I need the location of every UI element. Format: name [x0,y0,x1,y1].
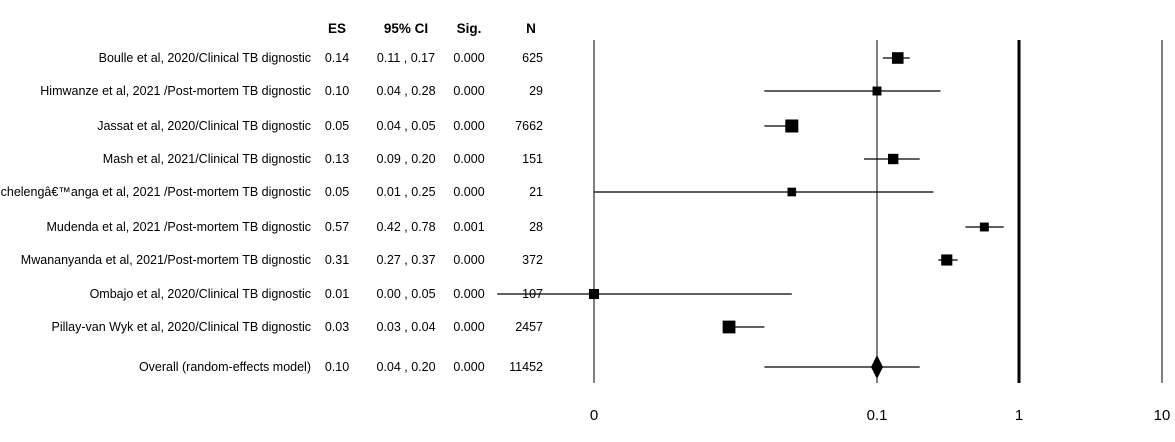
effect-size-square [787,187,797,197]
effect-size-square [785,119,799,133]
ci-value: 0.11 , 0.17 [377,51,435,65]
effect-size-value: 0.10 [325,84,349,98]
ci-value: 0.01 , 0.25 [376,185,435,199]
overall-label: Overall (random-effects model) [139,360,311,374]
study-label: Boulle et al, 2020/Clinical TB dignostic [99,51,311,65]
sig-value: 0.000 [453,360,484,374]
study-label: Pillay-van Wyk et al, 2020/Clinical TB d… [52,320,312,334]
column-headers: ES 95% CI Sig. N [328,21,536,36]
effect-size-value: 0.31 [325,253,349,267]
effect-size-value: 0.14 [325,51,349,65]
ci-value: 0.04 , 0.05 [376,119,435,133]
effect-size-value: 0.05 [325,119,349,133]
study-label: Himwanze et al, 2021 /Post-mortem TB dig… [40,84,311,98]
sig-value: 0.000 [453,51,484,65]
ci-value: 0.09 , 0.20 [376,152,435,166]
effect-size-square [941,254,953,266]
overall-diamond [871,355,883,379]
sig-value: 0.000 [453,287,484,301]
x-tick-label: 0 [590,407,598,424]
n-value: 28 [529,220,543,234]
x-tick-label: 0.1 [867,407,888,424]
ci-value: 0.42 , 0.78 [376,220,435,234]
sig-value: 0.000 [453,119,484,133]
effect-size-value: 0.10 [325,360,349,374]
effect-size-value: 0.03 [325,320,349,334]
ci-value: 0.00 , 0.05 [376,287,435,301]
n-value: 7662 [515,119,543,133]
x-tick-label: 10 [1154,407,1171,424]
sig-value: 0.001 [453,220,484,234]
sig-value: 0.000 [453,320,484,334]
sig-value: 0.000 [453,253,484,267]
n-value: 151 [522,152,543,166]
effect-size-square [979,222,989,232]
x-axis: 0 0.1 1 10 [590,407,1171,424]
sig-value: 0.000 [453,152,484,166]
n-value: 2457 [515,320,543,334]
x-tick-label: 1 [1015,407,1023,424]
header-n: N [526,21,536,36]
plot-area [497,40,1163,383]
effect-size-value: 0.13 [325,152,349,166]
sig-value: 0.000 [453,84,484,98]
study-label: Muchelengâ€™anga et al, 2021 /Post-morte… [0,185,311,199]
effect-size-value: 0.01 [325,287,349,301]
header-ci: 95% CI [384,21,428,36]
effect-size-square [891,52,904,64]
n-value: 11452 [509,360,543,374]
study-label: Ombajo et al, 2020/Clinical TB dignostic [90,287,311,301]
n-value: 29 [529,84,543,98]
study-label: Jassat et al, 2020/Clinical TB dignostic [97,119,311,133]
sig-value: 0.000 [453,185,484,199]
header-sig: Sig. [457,21,482,36]
study-table: Boulle et al, 2020/Clinical TB dignostic… [0,51,543,374]
header-es: ES [328,21,346,36]
ci-value: 0.03 , 0.04 [376,320,435,334]
ci-value: 0.27 , 0.37 [376,253,435,267]
study-label: Mash et al, 2021/Clinical TB dignostic [103,152,311,166]
effect-size-square [888,153,899,165]
study-label: Mudenda et al, 2021 /Post-mortem TB dign… [47,220,312,234]
ci-value: 0.04 , 0.28 [376,84,435,98]
effect-size-value: 0.05 [325,185,349,199]
effect-size-value: 0.57 [325,220,349,234]
n-value: 21 [529,185,543,199]
effect-size-square [722,320,736,334]
study-label: Mwananyanda et al, 2021/Post-mortem TB d… [21,253,311,267]
effect-size-square [588,288,600,300]
n-value: 625 [522,51,543,65]
effect-size-square [872,86,882,96]
n-value: 372 [522,253,543,267]
ci-value: 0.04 , 0.20 [376,360,435,374]
